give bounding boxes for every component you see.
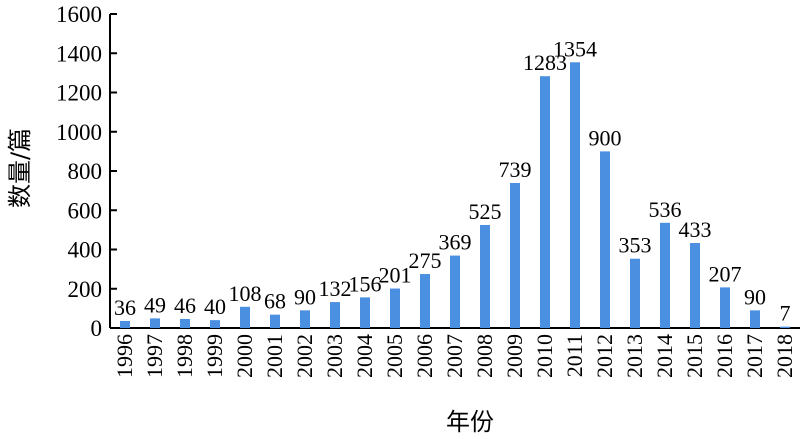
y-axis-title: 数量/篇 [6,128,34,208]
bar-1996 [120,320,130,328]
x-axis: 1996 1997 1998 1999 2000 2001 2002 2003 2004 2005… [110,327,800,378]
x-tick-label: 1997 [142,334,167,378]
x-tick-label: 2005 [382,334,407,378]
y-tick-label: 1400 [56,41,102,66]
bar-1998 [180,318,190,328]
x-tick-label: 2012 [592,334,617,378]
y-tick-label: 400 [68,238,103,263]
x-tick-label: 2004 [352,334,377,378]
data-label-2018: 7 [780,301,791,326]
x-tick-label: 2011 [562,334,587,377]
y-tick-label: 600 [68,198,103,223]
bar-2001 [270,314,280,328]
bar-2018 [780,326,790,328]
x-tick-label: 2001 [262,334,287,378]
y-tick-label: 200 [68,277,103,302]
y-axis: 0 200 400 600 800 1000 1200 1400 1600 [56,2,117,341]
x-tick-label: 2016 [712,334,737,378]
bar-2016 [720,287,730,328]
bar-2005 [390,288,400,328]
bar-2008 [480,224,490,328]
x-tick-label: 2003 [322,334,347,378]
data-label-2002: 90 [294,284,316,309]
x-tick-label: 2006 [412,334,437,378]
data-label-1996: 36 [114,295,136,320]
bar-2006 [420,274,430,328]
bar-2010 [540,76,550,329]
data-label-2017: 90 [744,284,766,309]
data-label-2001: 68 [264,289,286,314]
x-tick-label: 2014 [652,334,677,378]
x-tick-label: 2002 [292,334,317,378]
x-tick-label: 2013 [622,334,647,378]
x-tick-label: 2000 [232,334,257,378]
data-label-2013: 353 [619,233,652,258]
bars [120,62,790,329]
data-label-2003: 132 [319,276,352,301]
data-label-1999: 40 [204,294,226,319]
bar-2003 [330,302,340,328]
data-label-2012: 900 [589,125,622,150]
bar-2013 [630,258,640,328]
data-label-2010: 1283 [523,50,567,75]
y-tick-label: 0 [91,316,103,341]
data-label-2008: 525 [469,199,502,224]
y-tick-label: 800 [68,159,103,184]
bar-2014 [660,222,670,328]
bar-2015 [690,243,700,328]
bar-1997 [150,318,160,328]
bar-2017 [750,310,760,328]
bar-2004 [360,297,370,328]
data-label-2011: 1354 [553,36,597,61]
x-tick-label: 2017 [742,334,767,378]
data-label-2004: 156 [349,271,382,296]
bar-2002 [300,310,310,328]
x-tick-label: 1999 [202,334,227,378]
x-tick-label: 2007 [442,334,467,378]
bar-1999 [210,320,220,328]
x-tick-label: 2018 [772,334,797,378]
bar-2000 [240,306,250,328]
x-axis-title: 年份 [446,408,494,436]
x-tick-label: 2010 [532,334,557,378]
data-label-2000: 108 [229,281,262,306]
bar-2009 [510,182,520,328]
y-tick-label: 1200 [56,81,102,106]
x-tick-label: 2009 [502,334,527,378]
data-label-1997: 49 [144,292,166,317]
bar-2011 [570,62,580,329]
x-tick-label: 2008 [472,334,497,378]
bar-2012 [600,151,610,328]
y-tick-label: 1600 [56,2,102,27]
data-label-2006: 275 [409,248,442,273]
bar-2007 [450,255,460,328]
x-tick-label: 1996 [112,334,137,378]
y-tick-label: 1000 [56,120,102,145]
data-label-2007: 369 [439,230,472,255]
data-label-2005: 201 [379,263,412,288]
data-label-2009: 739 [499,157,532,182]
data-label-2015: 433 [679,217,712,242]
x-tick-label: 1998 [172,334,197,378]
data-label-2014: 536 [649,197,682,222]
data-label-2016: 207 [709,261,742,286]
x-tick-label: 2015 [682,334,707,378]
data-label-1998: 46 [174,293,196,318]
